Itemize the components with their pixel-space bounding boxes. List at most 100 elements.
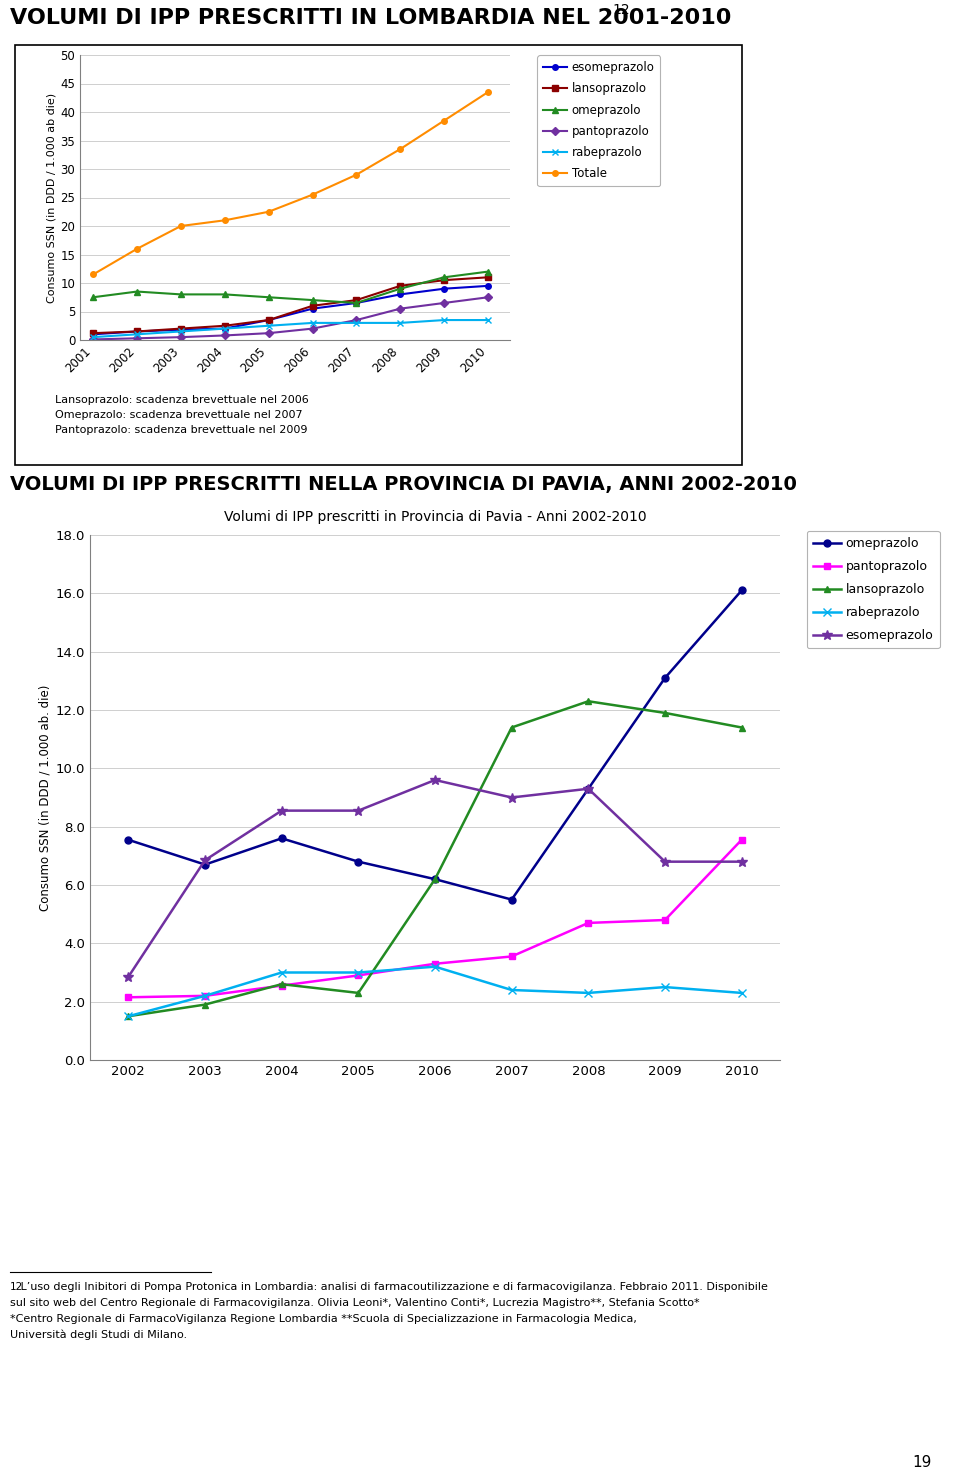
lansoprazolo — [132, 323, 143, 340]
omeprazolo — [175, 286, 186, 304]
rabeprazolo — [307, 314, 319, 332]
rabeprazolo — [506, 982, 517, 999]
pantoprazolo — [123, 989, 134, 1007]
rabeprazolo — [123, 1007, 134, 1024]
Line: pantoprazolo: pantoprazolo — [90, 295, 491, 342]
Text: Lansoprazolo: scadenza brevettuale nel 2006: Lansoprazolo: scadenza brevettuale nel 2… — [55, 395, 309, 405]
pantoprazolo — [307, 320, 319, 338]
pantoprazolo — [200, 988, 211, 1005]
omeprazolo — [506, 890, 517, 908]
Line: rabeprazolo: rabeprazolo — [89, 317, 492, 340]
omeprazolo — [132, 283, 143, 301]
Totale — [87, 265, 99, 283]
Line: omeprazolo: omeprazolo — [125, 587, 745, 904]
lansoprazolo — [395, 277, 406, 295]
rabeprazolo — [352, 964, 364, 982]
lansoprazolo — [660, 705, 671, 722]
esomeprazolo — [132, 323, 143, 340]
Line: pantoprazolo: pantoprazolo — [125, 836, 745, 1001]
omeprazolo — [350, 295, 362, 312]
omeprazolo — [736, 582, 748, 600]
Text: VOLUMI DI IPP PRESCRITTI NELLA PROVINCIA DI PAVIA, ANNI 2002-2010: VOLUMI DI IPP PRESCRITTI NELLA PROVINCIA… — [10, 475, 797, 494]
esomeprazolo — [506, 789, 517, 806]
Line: esomeprazolo: esomeprazolo — [90, 283, 491, 338]
lansoprazolo — [263, 311, 275, 329]
esomeprazolo — [219, 320, 230, 338]
esomeprazolo — [87, 326, 99, 343]
rabeprazolo — [395, 314, 406, 332]
rabeprazolo — [429, 958, 441, 976]
lansoprazolo — [219, 317, 230, 335]
omeprazolo — [87, 289, 99, 307]
omeprazolo — [200, 856, 211, 874]
Totale — [350, 167, 362, 184]
pantoprazolo — [429, 955, 441, 973]
omeprazolo — [219, 286, 230, 304]
pantoprazolo — [395, 299, 406, 317]
omeprazolo — [429, 870, 441, 887]
lansoprazolo — [429, 870, 441, 887]
esomeprazolo — [123, 968, 134, 986]
Text: Omeprazolo: scadenza brevettuale nel 2007: Omeprazolo: scadenza brevettuale nel 200… — [55, 410, 302, 420]
esomeprazolo — [482, 277, 493, 295]
Text: sul sito web del Centro Regionale di Farmacovigilanza. Olivia Leoni*, Valentino : sul sito web del Centro Regionale di Far… — [10, 1299, 699, 1307]
Line: lansoprazolo: lansoprazolo — [90, 274, 491, 336]
pantoprazolo — [660, 911, 671, 929]
esomeprazolo — [200, 852, 211, 870]
pantoprazolo — [263, 324, 275, 342]
pantoprazolo — [439, 295, 450, 312]
rabeprazolo — [583, 985, 594, 1002]
omeprazolo — [660, 669, 671, 687]
Line: omeprazolo: omeprazolo — [90, 268, 491, 305]
rabeprazolo — [736, 985, 748, 1002]
Text: 12: 12 — [612, 3, 630, 18]
pantoprazolo — [175, 329, 186, 346]
rabeprazolo — [87, 329, 99, 346]
omeprazolo — [583, 780, 594, 797]
rabeprazolo — [660, 979, 671, 996]
rabeprazolo — [132, 326, 143, 343]
Totale — [307, 186, 319, 203]
omeprazolo — [263, 289, 275, 307]
pantoprazolo — [583, 914, 594, 932]
esomeprazolo — [439, 280, 450, 298]
Line: rabeprazolo: rabeprazolo — [124, 963, 746, 1020]
Totale — [439, 112, 450, 130]
Text: 12: 12 — [10, 1282, 23, 1293]
rabeprazolo — [482, 311, 493, 329]
Title: Volumi di IPP prescritti in Provincia di Pavia - Anni 2002-2010: Volumi di IPP prescritti in Provincia di… — [224, 510, 646, 525]
lansoprazolo — [736, 719, 748, 737]
rabeprazolo — [276, 964, 287, 982]
rabeprazolo — [200, 988, 211, 1005]
esomeprazolo — [660, 853, 671, 871]
lansoprazolo — [583, 693, 594, 710]
lansoprazolo — [175, 320, 186, 338]
omeprazolo — [482, 262, 493, 280]
pantoprazolo — [352, 967, 364, 985]
pantoprazolo — [736, 831, 748, 849]
esomeprazolo — [352, 802, 364, 820]
Text: VOLUMI DI IPP PRESCRITTI IN LOMBARDIA NEL 2001-2010: VOLUMI DI IPP PRESCRITTI IN LOMBARDIA NE… — [10, 7, 731, 28]
Text: L’uso degli Inibitori di Pompa Protonica in Lombardia: analisi di farmacoutilizz: L’uso degli Inibitori di Pompa Protonica… — [17, 1282, 768, 1293]
Totale — [263, 203, 275, 221]
Text: *Centro Regionale di FarmacoVigilanza Regione Lombardia **Scuola di Specializzaz: *Centro Regionale di FarmacoVigilanza Re… — [10, 1313, 636, 1324]
Y-axis label: Consumo SSN (in DDD / 1.000 ab die): Consumo SSN (in DDD / 1.000 ab die) — [46, 93, 56, 302]
Legend: esomeprazolo, lansoprazolo, omeprazolo, pantoprazolo, rabeprazolo, Totale: esomeprazolo, lansoprazolo, omeprazolo, … — [538, 55, 660, 186]
esomeprazolo — [395, 286, 406, 304]
lansoprazolo — [307, 296, 319, 314]
pantoprazolo — [276, 977, 287, 995]
Totale — [395, 140, 406, 158]
esomeprazolo — [350, 295, 362, 312]
Line: Totale: Totale — [90, 90, 491, 277]
esomeprazolo — [276, 802, 287, 820]
lansoprazolo — [506, 719, 517, 737]
lansoprazolo — [352, 985, 364, 1002]
pantoprazolo — [350, 311, 362, 329]
Line: lansoprazolo: lansoprazolo — [125, 697, 745, 1020]
rabeprazolo — [439, 311, 450, 329]
rabeprazolo — [219, 320, 230, 338]
omeprazolo — [395, 280, 406, 298]
lansoprazolo — [87, 324, 99, 342]
Line: esomeprazolo: esomeprazolo — [124, 775, 747, 982]
pantoprazolo — [132, 330, 143, 348]
